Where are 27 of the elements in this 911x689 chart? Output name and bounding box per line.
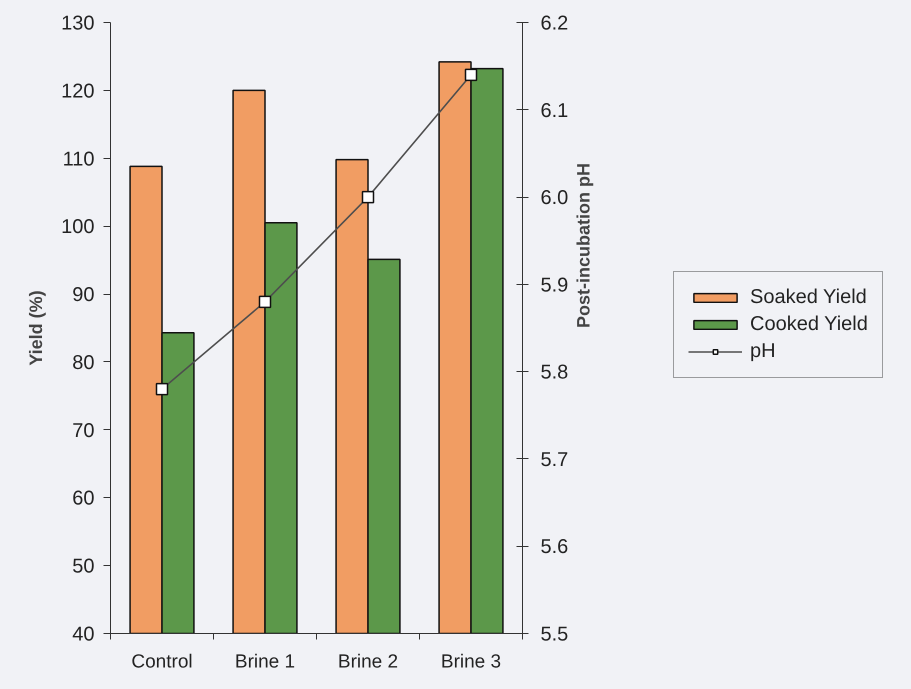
y-tick-label: 90 bbox=[72, 284, 95, 306]
x-tick-label: Control bbox=[131, 652, 193, 672]
y2-tick-label: 5.7 bbox=[540, 448, 568, 471]
y-tick-label: 60 bbox=[72, 488, 95, 510]
y-tick-label: 120 bbox=[61, 80, 95, 102]
y2-tick-label: 6.1 bbox=[540, 100, 568, 122]
y2-tick-label: 5.5 bbox=[540, 624, 568, 646]
y2-tick-label: 6.0 bbox=[540, 187, 568, 210]
legend-label: pH bbox=[750, 340, 776, 363]
y-tick-label: 100 bbox=[61, 216, 95, 238]
legend-label: Cooked Yield bbox=[750, 313, 868, 336]
x-tick-label: Brine 3 bbox=[440, 652, 502, 672]
y-axis-title: Yield (%) bbox=[26, 290, 46, 366]
y2-tick-label: 5.9 bbox=[540, 274, 568, 296]
x-tick-label: Brine 1 bbox=[234, 652, 296, 672]
y-tick-label: 110 bbox=[62, 148, 95, 170]
y-tick-label: 50 bbox=[72, 556, 95, 578]
y2-axis-title: Post-incubation pH bbox=[573, 163, 594, 328]
legend-label: Soaked Yield bbox=[750, 286, 867, 309]
y-tick-label: 40 bbox=[72, 624, 95, 646]
y2-tick-label: 5.8 bbox=[540, 362, 568, 384]
y-tick-label: 70 bbox=[72, 420, 95, 442]
y2-tick-label: 5.6 bbox=[540, 536, 568, 558]
y-tick-label: 130 bbox=[61, 12, 95, 34]
x-tick-label: Brine 2 bbox=[338, 652, 398, 672]
y-tick-label: 80 bbox=[72, 352, 95, 374]
y2-tick-label: 6.2 bbox=[540, 12, 568, 34]
